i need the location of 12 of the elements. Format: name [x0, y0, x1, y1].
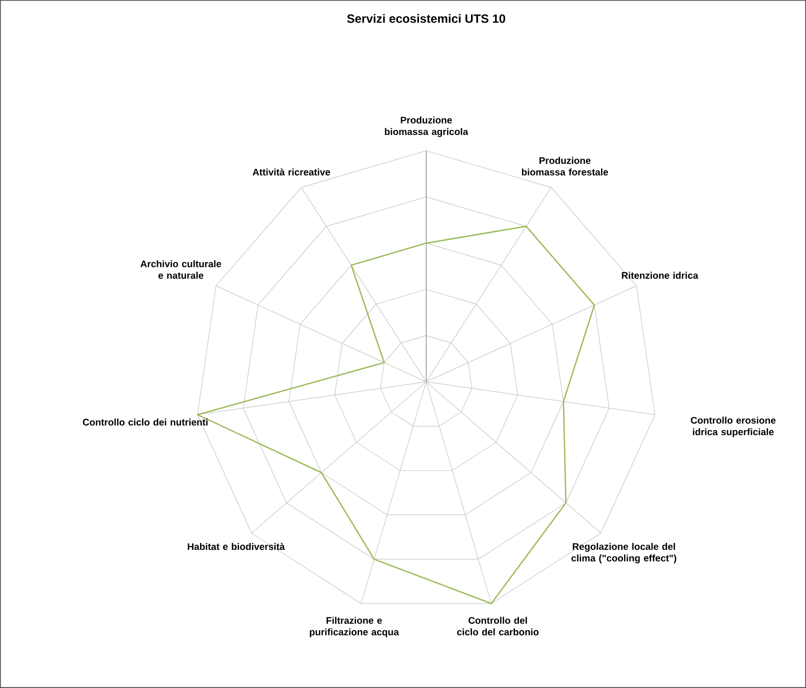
spoke-label: Ritenzione idrica: [622, 272, 698, 279]
spoke-label: Attività ricreative: [252, 168, 330, 176]
spoke-label: Habitat e biodiversità: [188, 542, 285, 550]
spoke-label: Produzione biomassa forestale: [522, 156, 608, 176]
spoke-label: Regolazione locale del clima ("cooling effect"): [571, 542, 676, 564]
spoke-label: Filtrazione e purificazione acqua: [310, 616, 399, 638]
spoke-label: Produzione biomassa agricola: [384, 116, 468, 137]
chart-title: Servizi ecosistemici UTS 10: [347, 14, 506, 23]
spoke-label: Archivio culturale e naturale: [140, 260, 222, 279]
spoke-label: Controllo ciclo dei nutrienti: [82, 418, 208, 426]
spoke-label: Controllo del ciclo del carbonio: [457, 616, 539, 636]
spoke-label: Controllo erosione idrica superficiale: [690, 416, 776, 438]
